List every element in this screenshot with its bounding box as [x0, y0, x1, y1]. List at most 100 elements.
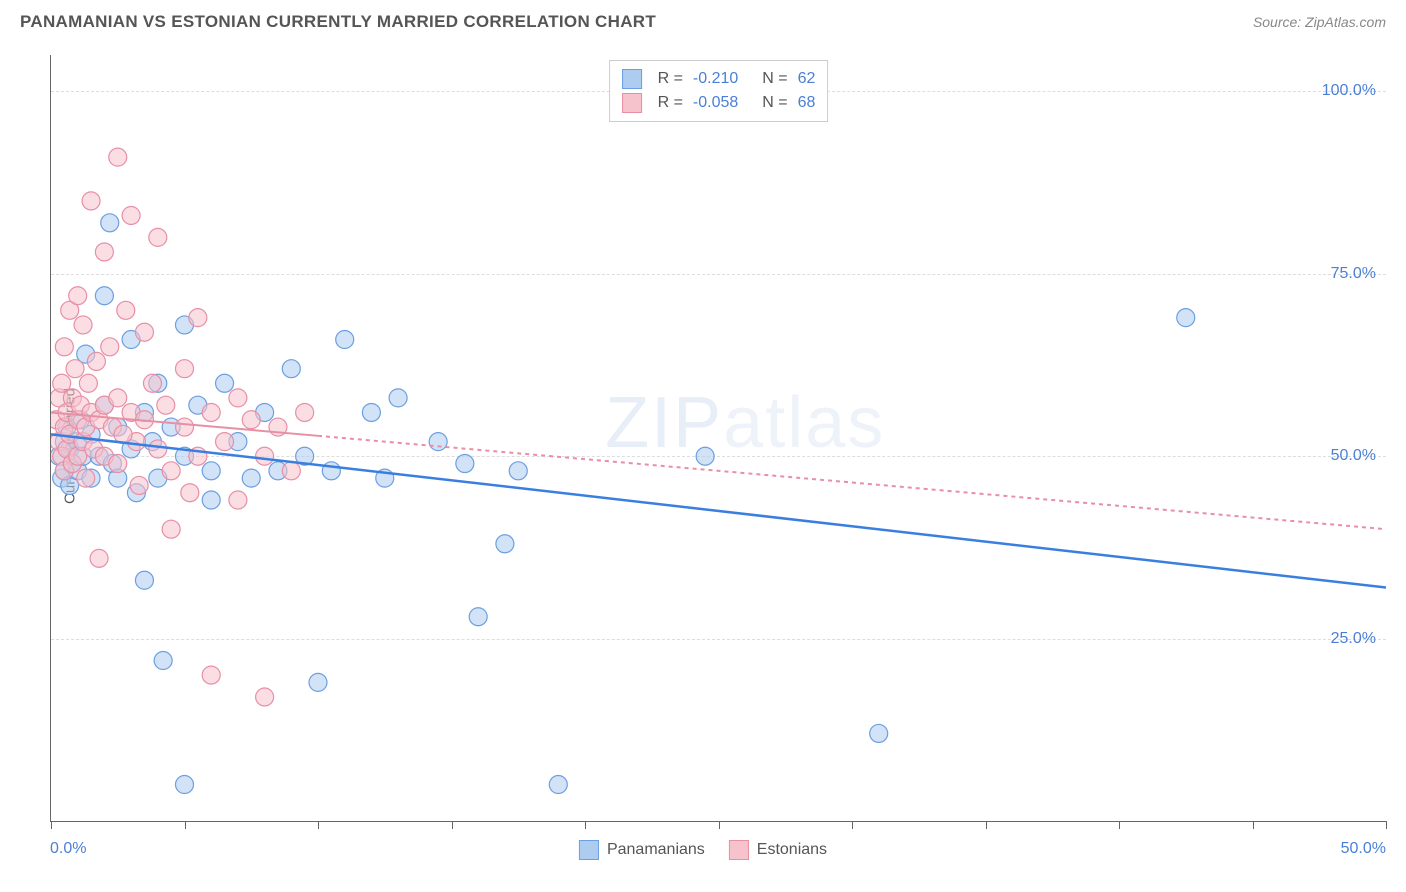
data-point	[149, 440, 167, 458]
data-point	[176, 418, 194, 436]
plot-area: ZIPatlas R = -0.210N = 62R = -0.058N = 6…	[50, 55, 1386, 822]
chart-title: PANAMANIAN VS ESTONIAN CURRENTLY MARRIED…	[20, 12, 656, 32]
data-point	[135, 571, 153, 589]
data-point	[162, 520, 180, 538]
data-point	[95, 243, 113, 261]
x-tick	[986, 821, 987, 829]
x-tick-label: 0.0%	[50, 840, 86, 858]
stats-legend-row: R = -0.210 N = 62	[622, 67, 816, 91]
stat-label: N =	[762, 70, 787, 88]
x-tick	[852, 821, 853, 829]
data-point	[202, 491, 220, 509]
legend-swatch	[579, 840, 599, 860]
legend-item: Panamanians	[579, 840, 705, 860]
data-point	[77, 469, 95, 487]
data-point	[309, 673, 327, 691]
data-point	[117, 301, 135, 319]
data-point	[870, 724, 888, 742]
x-tick-label: 50.0%	[1341, 840, 1386, 858]
stats-legend-row: R = -0.058 N = 68	[622, 91, 816, 115]
data-point	[87, 352, 105, 370]
data-point	[154, 652, 172, 670]
data-point	[143, 374, 161, 392]
source-name: ZipAtlas.com	[1305, 14, 1386, 30]
data-point	[242, 469, 260, 487]
data-point	[282, 462, 300, 480]
data-point	[549, 776, 567, 794]
data-point	[282, 360, 300, 378]
data-point	[157, 396, 175, 414]
data-point	[82, 192, 100, 210]
data-point	[1177, 309, 1195, 327]
data-point	[69, 287, 87, 305]
legend-item: Estonians	[729, 840, 827, 860]
header-bar: PANAMANIAN VS ESTONIAN CURRENTLY MARRIED…	[0, 0, 1406, 40]
source-attribution: Source: ZipAtlas.com	[1253, 14, 1386, 30]
regression-line	[51, 434, 1386, 587]
data-point	[130, 476, 148, 494]
legend-swatch	[729, 840, 749, 860]
legend-label: Panamanians	[607, 841, 705, 859]
data-point	[55, 338, 73, 356]
x-tick	[452, 821, 453, 829]
stat-n-value: 68	[798, 94, 816, 112]
data-point	[509, 462, 527, 480]
stat-n-value: 62	[798, 70, 816, 88]
data-point	[109, 455, 127, 473]
data-point	[256, 688, 274, 706]
data-point	[336, 331, 354, 349]
data-point	[496, 535, 514, 553]
series-legend: Panamanians Estonians	[579, 840, 827, 860]
data-point	[256, 447, 274, 465]
data-point	[456, 455, 474, 473]
data-point	[149, 228, 167, 246]
data-point	[362, 403, 380, 421]
data-point	[216, 433, 234, 451]
data-point	[95, 287, 113, 305]
x-tick	[719, 821, 720, 829]
data-point	[216, 374, 234, 392]
x-tick	[51, 821, 52, 829]
data-point	[296, 403, 314, 421]
data-point	[101, 214, 119, 232]
data-point	[389, 389, 407, 407]
data-point	[135, 323, 153, 341]
stat-label: N =	[762, 94, 787, 112]
data-point	[202, 403, 220, 421]
stat-r-value: -0.058	[693, 94, 738, 112]
data-point	[202, 666, 220, 684]
x-tick	[185, 821, 186, 829]
x-tick	[1386, 821, 1387, 829]
source-label: Source:	[1253, 14, 1301, 30]
stat-label: R =	[658, 94, 683, 112]
data-point	[696, 447, 714, 465]
data-point	[109, 389, 127, 407]
stat-r-value: -0.210	[693, 70, 738, 88]
data-point	[109, 148, 127, 166]
data-point	[229, 491, 247, 509]
legend-swatch	[622, 69, 642, 89]
data-point	[429, 433, 447, 451]
data-point	[322, 462, 340, 480]
data-point	[176, 360, 194, 378]
x-tick	[1119, 821, 1120, 829]
stats-legend: R = -0.210 N = 62 R = -0.058 N = 68	[609, 60, 829, 122]
x-tick	[585, 821, 586, 829]
data-point	[181, 484, 199, 502]
data-point	[176, 776, 194, 794]
data-point	[162, 462, 180, 480]
data-point	[79, 374, 97, 392]
legend-label: Estonians	[757, 841, 827, 859]
data-point	[90, 549, 108, 567]
data-point	[469, 608, 487, 626]
data-point	[101, 338, 119, 356]
data-point	[189, 309, 207, 327]
data-point	[122, 206, 140, 224]
data-point	[202, 462, 220, 480]
stat-label: R =	[658, 70, 683, 88]
scatter-svg	[51, 55, 1386, 821]
x-tick	[1253, 821, 1254, 829]
x-tick	[318, 821, 319, 829]
data-point	[66, 360, 84, 378]
data-point	[74, 316, 92, 334]
